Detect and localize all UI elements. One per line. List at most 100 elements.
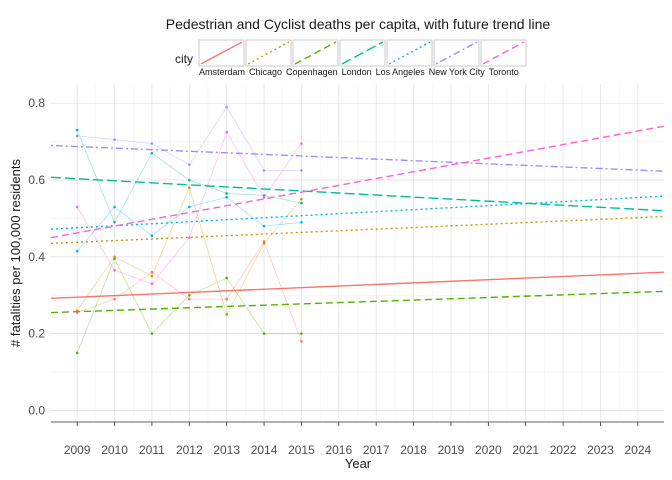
trend-line-copenhagen (50, 290, 665, 314)
trend-line-chicago (50, 215, 665, 245)
x-tick-label: 2024 (624, 443, 651, 457)
data-point-new-york-city (187, 163, 191, 166)
legend-label-london: London (342, 67, 372, 77)
x-tick-label: 2012 (176, 443, 203, 457)
x-tick-label: 2017 (363, 443, 390, 457)
data-point-amsterdam (187, 297, 191, 301)
data-point-amsterdam (75, 311, 79, 314)
data-point-los-angeles (225, 196, 228, 199)
legend-key-london (339, 39, 386, 67)
data-point-toronto (262, 196, 266, 199)
trend-line-toronto (50, 125, 665, 239)
data-point-copenhagen (300, 332, 303, 335)
data-point-chicago (150, 274, 154, 278)
data-point-chicago (300, 197, 303, 201)
data-point-los-angeles (262, 224, 266, 228)
data-point-copenhagen (187, 293, 191, 297)
data-point-copenhagen (262, 332, 266, 335)
data-point-new-york-city (75, 134, 79, 138)
data-point-copenhagen (113, 257, 116, 261)
x-axis-title: Year (345, 456, 372, 471)
data-point-amsterdam (300, 340, 303, 343)
data-point-los-angeles (150, 234, 154, 238)
x-tick-label: 2016 (325, 443, 352, 457)
data-point-los-angeles (113, 205, 116, 209)
data-point-london (113, 220, 116, 224)
trend-line-los-angeles (50, 195, 665, 230)
data-point-amsterdam (262, 240, 266, 243)
y-tick-label: 0.8 (28, 96, 45, 110)
data-point-toronto (300, 142, 303, 145)
data-point-toronto (75, 205, 79, 209)
trend-line-london (50, 176, 665, 212)
trend-line-amsterdam (50, 271, 665, 300)
y-tick-label: 0.6 (28, 173, 45, 187)
data-point-london (300, 201, 303, 205)
data-point-toronto (113, 268, 116, 272)
data-point-amsterdam (150, 270, 154, 274)
trend-line-new-york-city (50, 144, 665, 172)
y-axis-title: # fatalities per 100,000 residents (8, 159, 23, 347)
x-axis-ticks: 2009 2010 2011 2012 2013 2014 2015 2016 2017 2018… (64, 422, 652, 457)
x-tick-label: 2010 (101, 443, 128, 457)
x-tick-label: 2013 (213, 443, 240, 457)
legend-label-toronto: Toronto (489, 67, 519, 77)
data-point-copenhagen (75, 351, 79, 355)
data-point-london (150, 151, 154, 155)
data-point-new-york-city (150, 142, 154, 145)
data-point-los-angeles (75, 249, 79, 253)
data-point-new-york-city (225, 105, 228, 109)
y-tick-label: 0.2 (28, 327, 45, 341)
data-point-new-york-city (262, 169, 266, 172)
y-tick-label: 0.4 (28, 250, 45, 264)
x-tick-label: 2014 (251, 443, 278, 457)
x-tick-label: 2020 (475, 443, 502, 457)
data-point-london (187, 178, 191, 182)
data-points (75, 105, 303, 355)
data-point-chicago (225, 313, 228, 316)
y-axis-ticks: 0.0 0.2 0.4 0.6 0.8 (28, 96, 45, 417)
data-point-chicago (75, 309, 79, 312)
data-point-toronto (150, 282, 154, 286)
y-tick-label: 0.0 (28, 403, 45, 417)
legend-key-line-copenhagen (294, 41, 337, 65)
x-tick-label: 2009 (64, 443, 91, 457)
legend-label-los-angeles: Los Angeles (376, 67, 426, 77)
data-point-london (262, 194, 266, 197)
x-tick-label: 2018 (400, 443, 427, 457)
data-point-los-angeles (300, 220, 303, 224)
data-point-amsterdam (113, 297, 116, 301)
legend-title: city (175, 52, 193, 66)
legend-key-line-london (341, 41, 384, 65)
data-point-chicago (262, 242, 266, 245)
legend: city Amsterdam Chicago Copenhagen London Los… (175, 39, 527, 77)
data-point-new-york-city (300, 169, 303, 172)
legend-key-line-new-york-city (435, 41, 478, 65)
trend-lines (50, 125, 665, 314)
x-tick-label: 2022 (550, 443, 577, 457)
x-tick-label: 2021 (512, 443, 539, 457)
x-tick-label: 2015 (288, 443, 315, 457)
data-point-copenhagen (150, 332, 154, 335)
x-tick-label: 2023 (587, 443, 614, 457)
data-point-copenhagen (225, 276, 228, 280)
data-point-london (225, 192, 228, 195)
x-tick-label: 2011 (139, 443, 165, 457)
legend-label-copenhagen: Copenhagen (286, 67, 338, 77)
data-point-chicago (113, 255, 116, 259)
data-point-chicago (187, 186, 191, 190)
legend-label-amsterdam: Amsterdam (199, 67, 245, 77)
x-tick-label: 2019 (438, 443, 465, 457)
legend-label-new-york-city: New York City (429, 67, 486, 77)
data-point-toronto (187, 236, 191, 239)
data-point-toronto (225, 130, 228, 134)
chart-title: Pedestrian and Cyclist deaths per capita… (166, 16, 551, 32)
legend-label-chicago: Chicago (249, 67, 282, 77)
data-point-london (75, 128, 79, 132)
data-point-new-york-city (113, 138, 116, 141)
legend-key-line-amsterdam (200, 41, 243, 65)
legend-key-line-toronto (482, 41, 525, 65)
gridlines (51, 84, 664, 422)
data-point-amsterdam (225, 297, 228, 301)
